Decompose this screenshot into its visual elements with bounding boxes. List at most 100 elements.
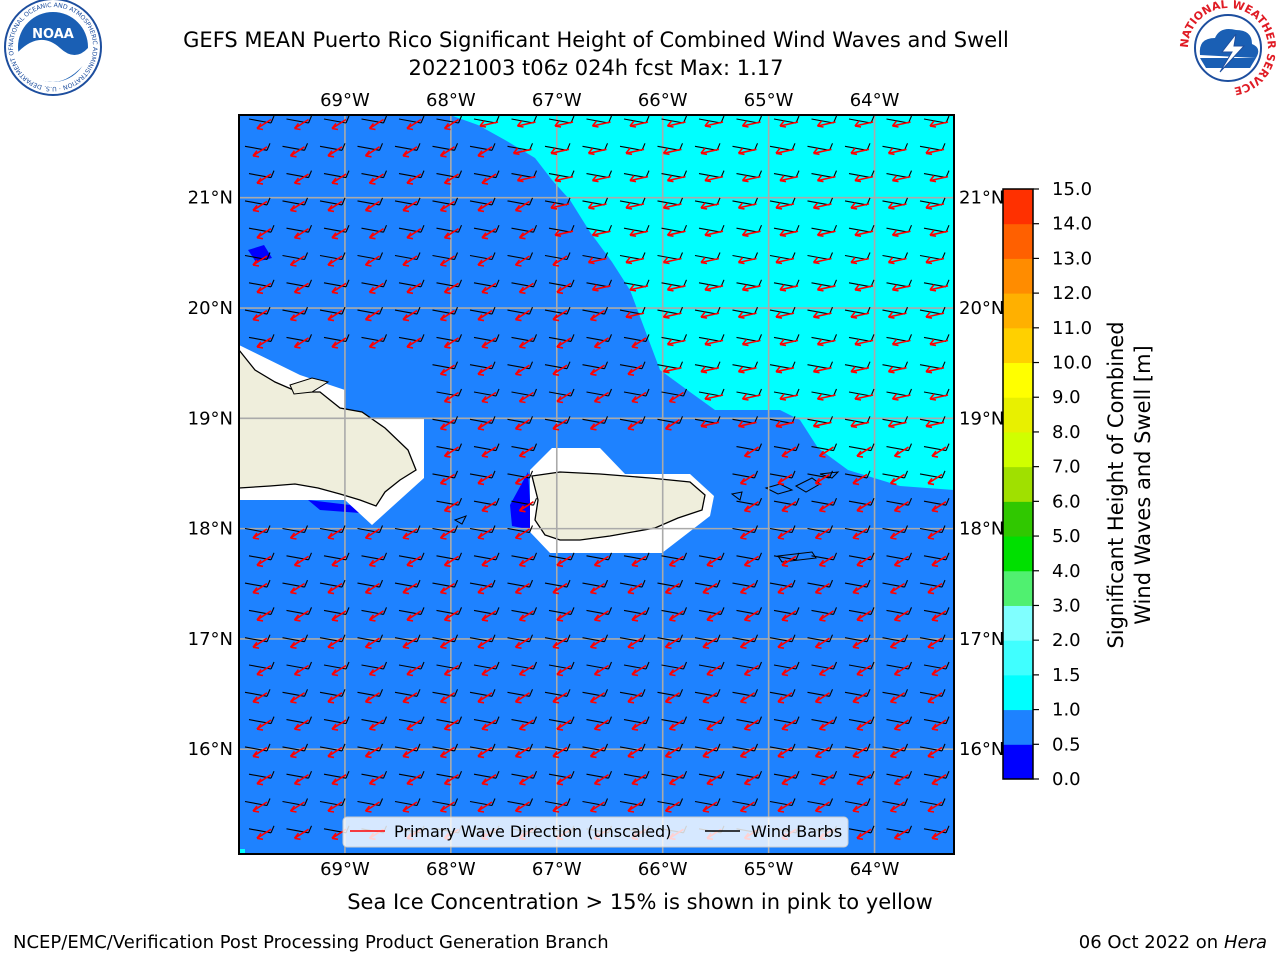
wave-arrow-5 — [444, 118, 459, 130]
y-tick-label-left-2: 18°N — [188, 519, 233, 540]
wave-arrow-163 — [667, 339, 686, 346]
wave-arrow-305 — [744, 610, 759, 621]
wave-arrow-311 — [252, 637, 268, 648]
wind-barb-149 — [844, 309, 868, 315]
wave-arrow-425 — [252, 801, 268, 812]
wave-arrow-236 — [819, 501, 834, 512]
wave-arrow-244 — [402, 528, 418, 539]
wave-arrow-60 — [365, 200, 380, 212]
wave-arrow-78 — [331, 228, 347, 239]
wind-barb-125 — [661, 282, 684, 288]
colorbar-tick-label-10: 8.0 — [1052, 422, 1081, 443]
colorbar-tick-label-3: 1.5 — [1052, 665, 1081, 686]
wave-arrow-253 — [927, 528, 943, 539]
wave-arrow-242 — [327, 528, 343, 539]
wave-arrow-149 — [850, 312, 870, 318]
wave-arrow-191 — [669, 391, 684, 403]
wind-barb-74 — [882, 200, 905, 206]
wave-arrow-319 — [552, 637, 568, 648]
wave-arrow-382 — [781, 719, 797, 730]
land-puerto-rico — [531, 471, 706, 541]
wave-arrow-326 — [815, 637, 830, 648]
wave-arrow-303 — [669, 610, 684, 621]
wave-arrow-231 — [444, 501, 459, 512]
wind-barb-196 — [848, 391, 872, 397]
wave-arrow-266 — [706, 555, 722, 566]
wave-arrow-356 — [515, 692, 530, 703]
wind-barb-14 — [773, 118, 797, 124]
wave-arrow-251 — [852, 528, 868, 539]
wave-arrow-217 — [781, 446, 797, 457]
colorbar-tick-label-13: 11.0 — [1052, 318, 1092, 339]
wave-arrow-232 — [481, 501, 497, 512]
wave-arrow-355 — [477, 692, 493, 703]
wind-barb-68 — [657, 200, 680, 206]
wind-barb-72 — [807, 200, 830, 206]
wind-barb-28 — [582, 145, 605, 151]
wave-arrow-427 — [327, 801, 343, 812]
wave-arrow-212 — [925, 421, 945, 428]
wave-arrow-461 — [894, 828, 909, 839]
y-axis-ticks: 16°N 16°N 17°N 17°N 18°N 18°N 19°N 19°N 20°N 20°N… — [188, 188, 1005, 760]
colorbar-bin-13 — [1003, 293, 1033, 329]
wave-arrow-302 — [631, 610, 647, 621]
wave-arrow-8 — [554, 121, 574, 127]
wave-arrow-403 — [852, 746, 868, 758]
wave-arrow-124 — [629, 285, 649, 291]
wave-arrow-39 — [294, 173, 309, 184]
wave-arrow-394 — [515, 746, 530, 758]
wave-arrow-387 — [252, 746, 268, 758]
wave-arrow-462 — [931, 828, 947, 839]
wave-arrow-71 — [775, 203, 795, 209]
wave-arrow-345 — [819, 664, 834, 676]
wave-arrow-260 — [481, 555, 497, 566]
wave-arrow-410 — [406, 774, 422, 785]
wave-arrow-407 — [294, 774, 309, 785]
wave-arrow-422 — [856, 774, 872, 785]
wind-barb-132 — [923, 282, 947, 288]
wave-arrow-281 — [552, 582, 568, 594]
wave-arrow-117 — [369, 282, 384, 293]
wave-arrow-369 — [294, 719, 309, 730]
wave-arrow-267 — [744, 555, 759, 566]
wave-arrow-90 — [779, 230, 799, 236]
wave-arrow-312 — [290, 637, 305, 648]
wave-arrow-132 — [929, 285, 949, 291]
wave-arrow-440 — [815, 801, 830, 812]
wave-arrow-177 — [663, 366, 682, 373]
wind-barb-194 — [773, 391, 797, 397]
colorbar-bin-15 — [1003, 223, 1033, 259]
wave-arrow-69 — [700, 203, 720, 209]
wind-barb-18 — [923, 118, 947, 124]
wave-arrow-323 — [702, 637, 718, 648]
wave-arrow-123 — [592, 285, 611, 291]
wind-barb-183 — [882, 364, 905, 370]
wave-arrow-215 — [519, 446, 534, 457]
wind-barb-91 — [811, 227, 834, 233]
wave-arrow-211 — [888, 421, 907, 428]
wave-arrow-91 — [817, 230, 836, 236]
wave-arrow-321 — [627, 637, 643, 648]
wave-arrow-371 — [369, 719, 384, 730]
wind-barb-104 — [582, 254, 605, 261]
wind-barb-164 — [698, 336, 722, 342]
wind-barb-105 — [619, 254, 643, 261]
wave-arrow-304 — [706, 610, 722, 621]
wave-arrow-284 — [665, 582, 680, 594]
wave-arrow-436 — [665, 801, 680, 812]
wave-arrow-150 — [888, 312, 907, 318]
chart-subtitle: 20221003 t06z 024h fcst Max: 1.17 — [408, 56, 784, 80]
wind-barb-46 — [548, 173, 572, 179]
wave-arrow-230 — [927, 473, 943, 485]
wave-arrow-164 — [704, 339, 724, 346]
wind-barb-193 — [736, 391, 759, 397]
wind-barb-94 — [923, 227, 947, 233]
wave-arrow-32 — [738, 148, 757, 155]
footer-date-text: 06 Oct 2022 on — [1078, 932, 1224, 953]
wave-arrow-201 — [515, 419, 530, 430]
colorbar-tick-label-14: 12.0 — [1052, 283, 1092, 304]
wave-arrow-288 — [815, 582, 830, 594]
wave-arrow-263 — [594, 555, 609, 566]
wave-arrow-276 — [365, 582, 380, 594]
wave-arrow-389 — [327, 746, 343, 758]
